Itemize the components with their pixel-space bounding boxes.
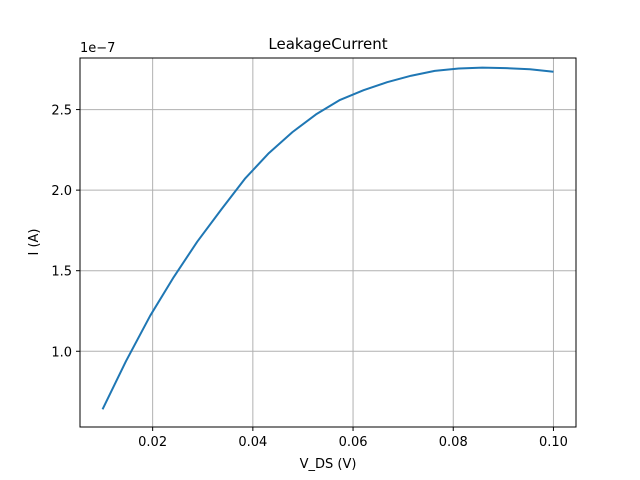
plot-area (80, 58, 576, 427)
y-axis-label: I (A) (27, 228, 42, 255)
x-tick-label: 0.06 (339, 435, 368, 450)
y-offset-label: 1e−7 (80, 41, 115, 56)
grid-layer (80, 58, 576, 427)
y-tick-label: 1.0 (51, 345, 72, 360)
series-layer (101, 66, 554, 410)
series-line (101, 66, 554, 410)
x-tick-label: 0.02 (138, 435, 167, 450)
x-tick-label: 0.10 (539, 435, 568, 450)
x-tick-label: 0.04 (238, 435, 267, 450)
y-tick-label: 2.0 (51, 184, 72, 199)
y-tick-label: 2.5 (51, 104, 72, 119)
x-tick-label: 0.08 (439, 435, 468, 450)
ticks-layer: 0.02 0.04 0.06 0.08 0.10 1.0 1.5 2.0 2.5 (51, 104, 568, 450)
chart-title: LeakageCurrent (268, 35, 387, 53)
x-axis-label: V_DS (V) (300, 457, 357, 472)
y-tick-label: 1.5 (51, 265, 72, 280)
plot-frame (79, 57, 577, 428)
